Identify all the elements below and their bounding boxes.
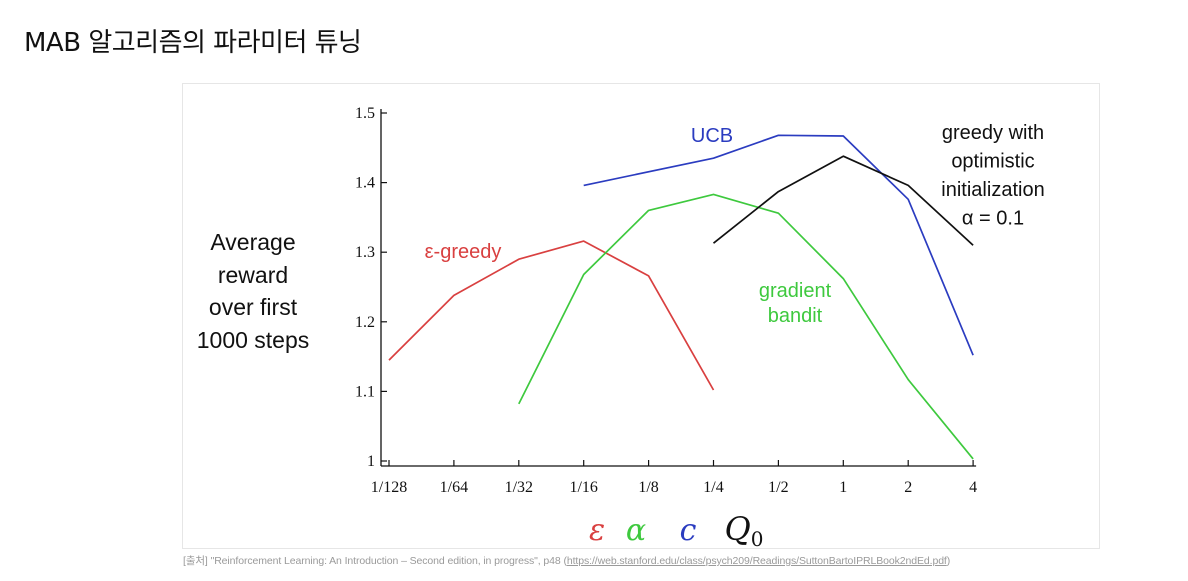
x-parameter-symbol: ε — [589, 513, 605, 548]
y-tick-label: 1.2 — [355, 314, 375, 331]
y-axis-title: Average reward over first 1000 steps — [186, 226, 320, 356]
series-label: greedy with — [942, 122, 1044, 144]
series-label: optimistic — [951, 151, 1034, 173]
x-tick-label: 4 — [969, 479, 977, 496]
source-link[interactable]: https://web.stanford.edu/class/psych209/… — [566, 555, 947, 567]
series-line — [518, 193, 974, 460]
x-parameter-symbol: c — [680, 513, 697, 548]
series-label: bandit — [768, 305, 823, 327]
series-label: α = 0.1 — [962, 208, 1024, 230]
y-axis-title-line: 1000 steps — [196, 326, 310, 353]
x-tick-label: 1/4 — [703, 479, 723, 496]
series-line — [388, 240, 715, 391]
y-axis-title-line: reward — [217, 261, 289, 288]
series-label: gradient — [759, 280, 832, 302]
x-tick-label: 1/128 — [371, 479, 407, 496]
x-tick-label: 1/2 — [768, 479, 788, 496]
slide-title: MAB 알고리즘의 파라미터 튜닝 — [24, 28, 362, 58]
x-tick-label: 1/32 — [505, 479, 533, 496]
x-tick-label: 1/8 — [638, 479, 658, 496]
y-axis-title-line: Average — [210, 229, 296, 255]
series-line — [583, 134, 974, 356]
series-label: ε-greedy — [425, 241, 502, 263]
x-tick-label: 1 — [839, 479, 847, 496]
y-tick-label: 1.1 — [355, 383, 375, 400]
series-label: initialization — [941, 179, 1044, 201]
series-label: UCB — [691, 125, 733, 147]
x-tick-label: 1/64 — [440, 479, 468, 496]
x-parameter-symbol: Q0 — [725, 510, 764, 551]
figure-frame — [182, 83, 1100, 549]
source-citation: [출처] "Reinforcement Learning: An Introdu… — [183, 553, 950, 568]
y-axis-title-line: over first — [208, 294, 298, 320]
series-line — [712, 155, 974, 246]
source-text: [출처] "Reinforcement Learning: An Introdu… — [183, 555, 567, 567]
source-text-end: ) — [946, 555, 951, 567]
x-parameter-symbol: α — [626, 513, 646, 548]
y-tick-label: 1.3 — [355, 244, 375, 261]
x-tick-label: 2 — [904, 479, 912, 496]
y-tick-label: 1 — [367, 453, 375, 470]
y-tick-label: 1.5 — [355, 105, 375, 122]
x-tick-label: 1/16 — [569, 479, 597, 496]
y-tick-label: 1.4 — [355, 175, 375, 192]
